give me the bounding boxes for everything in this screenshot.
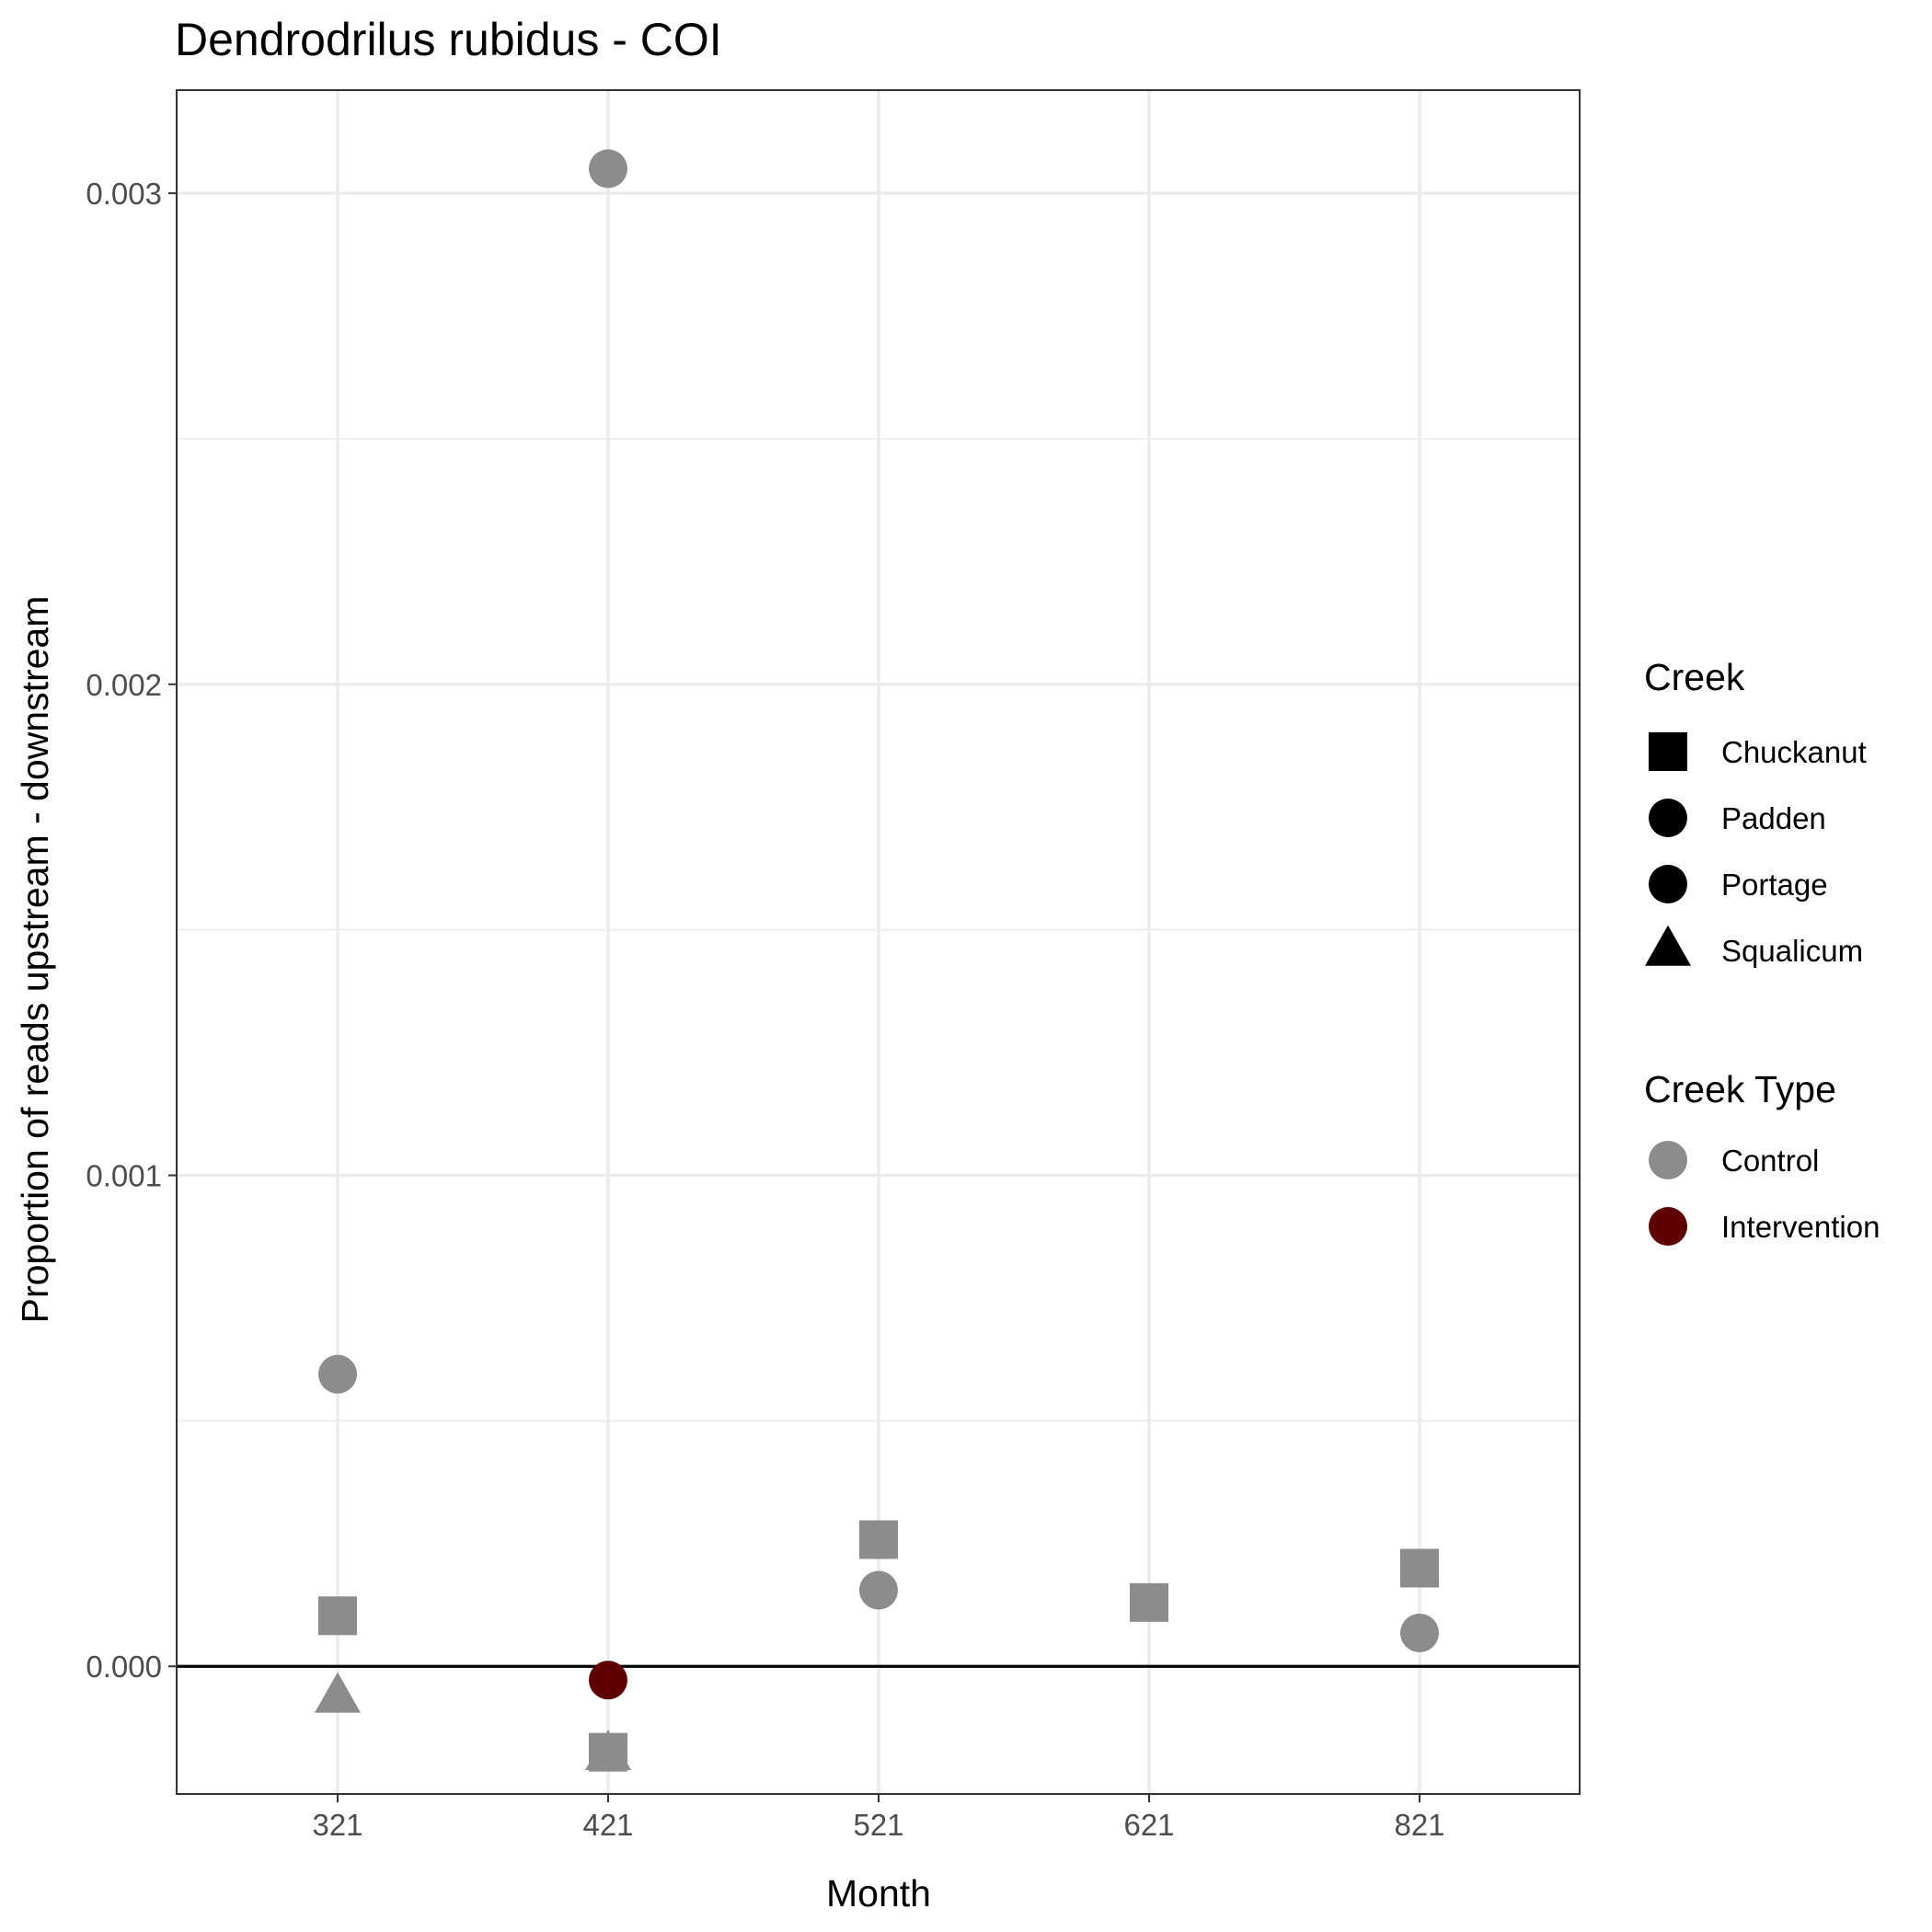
legend-key-circle xyxy=(1649,865,1687,903)
data-point-circle xyxy=(589,1661,627,1700)
legend-label-creek-type: Control xyxy=(1721,1144,1819,1178)
data-point-circle xyxy=(859,1570,898,1610)
legend-key-color xyxy=(1649,1141,1687,1179)
x-tick-label: 621 xyxy=(1123,1808,1174,1842)
chart-title: Dendrodrilus rubidus - COI xyxy=(175,14,722,65)
data-point-triangle xyxy=(585,1730,631,1771)
data-point-circle xyxy=(589,149,627,189)
legend-title-creek: Creek xyxy=(1644,656,1745,698)
y-axis-title: Proportion of reads upstream - downstrea… xyxy=(14,596,56,1324)
y-tick-label: 0.003 xyxy=(86,177,162,211)
data-point-square xyxy=(318,1596,357,1636)
x-tick-label: 521 xyxy=(853,1808,903,1842)
axis-layer: 0.000 0.001 0.002 0.003 321 421 521 621 821 xyxy=(86,177,1444,1842)
data-point-square xyxy=(1130,1582,1168,1622)
legend-label-creek: Portage xyxy=(1721,868,1828,902)
x-tick-label: 321 xyxy=(312,1808,362,1842)
x-tick-label: 821 xyxy=(1394,1808,1444,1842)
legend-label-creek: Squalicum xyxy=(1721,934,1863,968)
points-layer xyxy=(315,149,1439,1772)
legend-label-creek: Chuckanut xyxy=(1721,735,1867,769)
data-point-circle xyxy=(1400,1613,1439,1652)
y-tick-label: 0.001 xyxy=(86,1159,162,1193)
legend-key-circle xyxy=(1649,799,1687,837)
legend-title-creek-type: Creek Type xyxy=(1644,1068,1836,1110)
legend-key-square xyxy=(1649,732,1687,771)
y-tick-label: 0.000 xyxy=(86,1650,162,1684)
y-tick-label: 0.002 xyxy=(86,668,162,702)
legend-key-color xyxy=(1649,1207,1687,1246)
x-tick-label: 421 xyxy=(582,1808,633,1842)
legend: Creek Creek Type Chuckanut Padden Portage S… xyxy=(1644,656,1880,1246)
legend-label-creek-type: Intervention xyxy=(1721,1210,1880,1244)
data-point-square xyxy=(859,1520,898,1559)
data-point-square xyxy=(1400,1548,1439,1588)
legend-label-creek: Padden xyxy=(1721,801,1826,835)
grid-layer xyxy=(177,90,1580,1794)
data-point-circle xyxy=(318,1354,357,1394)
x-axis-title: Month xyxy=(826,1872,931,1915)
data-point-triangle xyxy=(315,1672,361,1713)
legend-key-triangle xyxy=(1645,925,1691,966)
